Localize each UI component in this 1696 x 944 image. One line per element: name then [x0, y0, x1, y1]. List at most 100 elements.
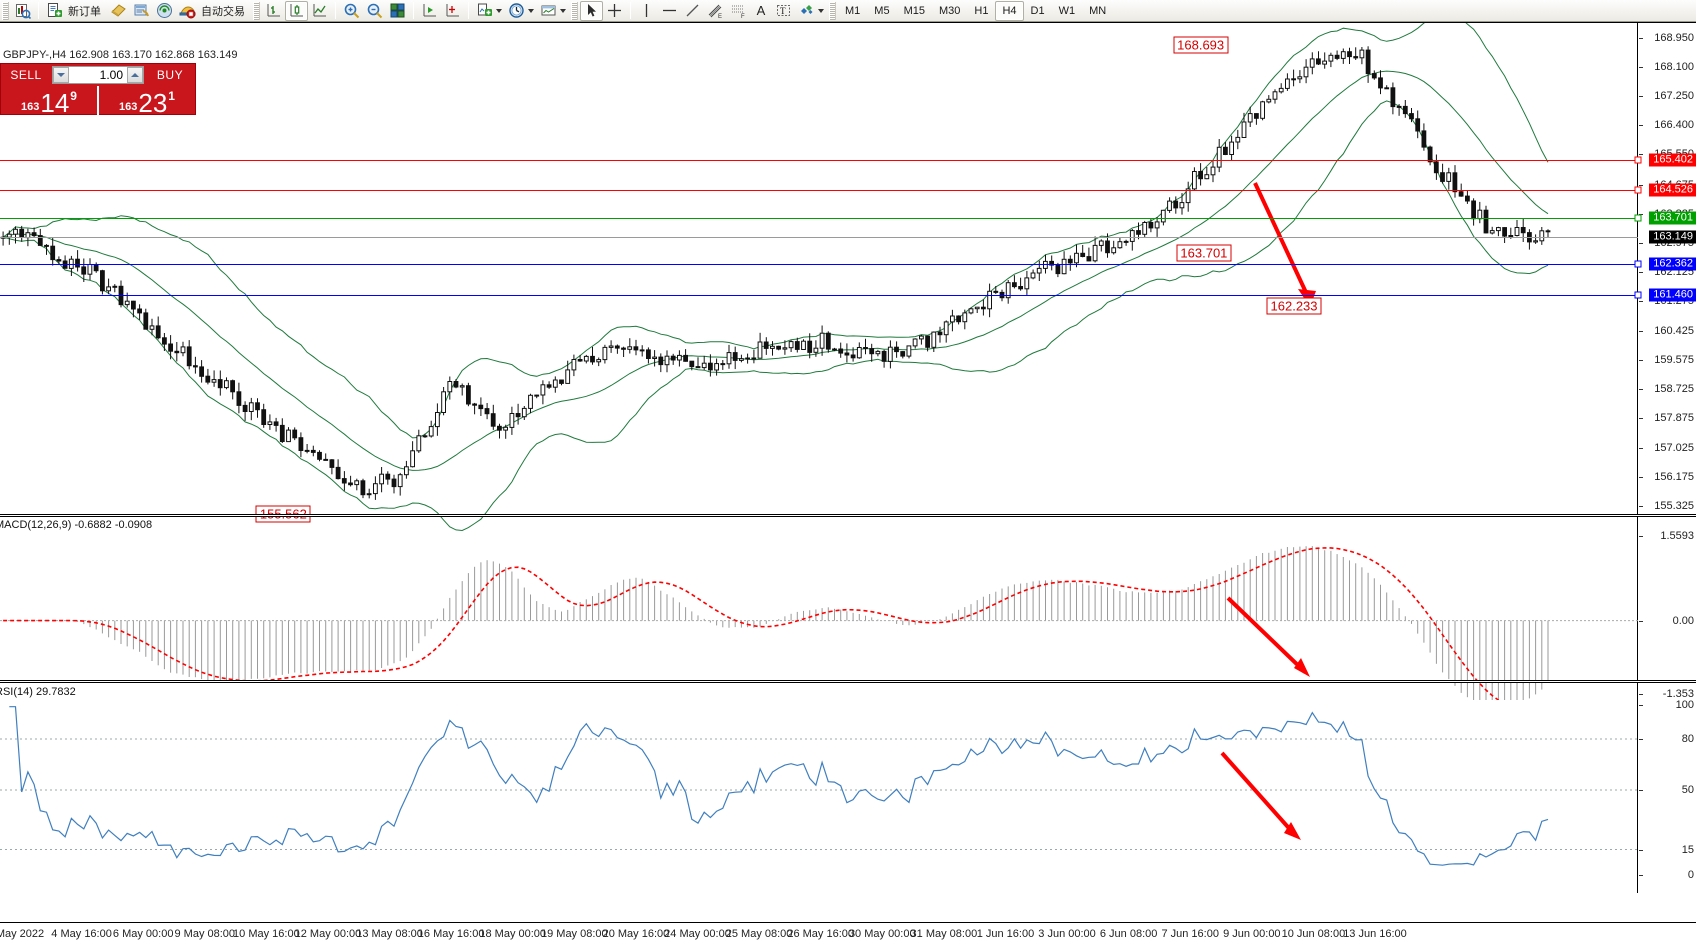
sell-button[interactable]: SELL: [10, 68, 42, 82]
timeframe-h4[interactable]: H4: [995, 0, 1024, 21]
macd-tick: 0.00: [1672, 614, 1694, 627]
time-tick: 30 May 00:00: [848, 928, 916, 940]
price-level-line-current[interactable]: [0, 237, 1638, 239]
cursor-icon[interactable]: [580, 0, 603, 21]
timeframe-m15[interactable]: M15: [903, 4, 925, 17]
price-tag-164.526[interactable]: 164.526: [1649, 183, 1696, 197]
autotrading-button[interactable]: 自动交易: [176, 1, 251, 21]
buy-price[interactable]: 163 23 1: [97, 86, 195, 116]
templates-button[interactable]: [537, 1, 569, 21]
price-level-line-resistance[interactable]: [0, 159, 1638, 161]
volume-value[interactable]: 1.00: [99, 68, 123, 82]
text-label-icon[interactable]: T: [772, 1, 795, 21]
autoscroll-icon[interactable]: [418, 1, 441, 21]
volume-decrement-button[interactable]: [53, 67, 69, 83]
trendline-icon[interactable]: [681, 1, 704, 21]
sell-price[interactable]: 163 14 9: [1, 86, 97, 116]
metaeditor-icon[interactable]: [107, 1, 130, 21]
price-tick: 155.325: [1654, 500, 1694, 512]
price-axis-line: [1637, 23, 1638, 893]
chart-annotation[interactable]: 168.693: [1173, 36, 1229, 54]
horizontal-line-icon[interactable]: [658, 1, 681, 21]
line-chart-icon[interactable]: [308, 1, 331, 21]
price-tag-163.701[interactable]: 163.701: [1649, 211, 1696, 225]
zoom-in-icon[interactable]: [340, 1, 363, 21]
chevron-down-icon[interactable]: [528, 8, 534, 13]
volume-stepper[interactable]: 1.00: [52, 66, 144, 84]
price-tag-163.149[interactable]: 163.149: [1649, 230, 1696, 244]
one-click-trading-panel[interactable]: SELL 1.00 BUY 163 14 9 163 23 1: [0, 63, 196, 116]
timeframe-m30[interactable]: M30: [938, 4, 961, 17]
chevron-down-icon[interactable]: [560, 8, 566, 13]
price-tick: 157.025: [1654, 441, 1694, 454]
main-toolbar[interactable]: 新订单 自动交易: [0, 0, 1696, 22]
shapes-button[interactable]: [795, 1, 827, 21]
toolbar-separator-3: [413, 2, 414, 19]
buy-price-main: 23: [138, 88, 168, 118]
bar-chart-icon[interactable]: [262, 1, 285, 21]
price-tag-161.460[interactable]: 161.460: [1649, 288, 1696, 302]
time-tick: 19 May 08:00: [540, 928, 608, 940]
chevron-down-icon[interactable]: [818, 8, 824, 13]
indicators-button[interactable]: [473, 1, 505, 21]
price-level-line-support[interactable]: [0, 295, 1638, 297]
volume-increment-button[interactable]: [127, 67, 143, 83]
zoom-out-icon[interactable]: [363, 1, 386, 21]
price-level-line-support[interactable]: [0, 264, 1638, 266]
sell-price-main: 14: [40, 88, 70, 118]
price-level-handle[interactable]: [1634, 156, 1642, 164]
price-axis[interactable]: [1638, 23, 1696, 944]
timeframe-w1[interactable]: W1: [1058, 4, 1076, 17]
chart-shift-icon[interactable]: [441, 1, 464, 21]
price-tag-162.362[interactable]: 162.362: [1649, 257, 1696, 271]
price-tick-mark: [1639, 243, 1643, 244]
price-tick-mark: [1639, 359, 1643, 361]
price-tick-mark: [1639, 125, 1643, 127]
price-level-line-target[interactable]: [0, 218, 1638, 220]
svg-text:E: E: [718, 14, 722, 19]
chart-annotation[interactable]: 163.701: [1176, 244, 1232, 262]
crosshair-icon[interactable]: [603, 1, 626, 21]
timeframe-m5[interactable]: M5: [874, 4, 890, 17]
chart-window[interactable]: GBPJPY-,H4 162.908 163.170 162.868 163.1…: [0, 22, 1696, 944]
new-chart-icon[interactable]: [11, 1, 34, 21]
price-level-handle[interactable]: [1634, 291, 1642, 299]
new-order-button[interactable]: 新订单: [43, 1, 107, 21]
time-axis[interactable]: May 2022 4 May 16:00 6 May 00:00 9 May 08:0…: [0, 922, 1696, 944]
timeframe-m1[interactable]: M1: [845, 4, 861, 17]
macd-tick: 1.5593: [1660, 530, 1694, 542]
chevron-down-icon[interactable]: [496, 8, 502, 13]
signal-icon[interactable]: [153, 1, 176, 21]
price-level-line-resistance[interactable]: [0, 189, 1638, 191]
timeframe-d1[interactable]: D1: [1030, 4, 1045, 17]
toolbar-grip-3[interactable]: [571, 1, 578, 20]
rsi-tick-mark: [1639, 875, 1643, 876]
text-icon[interactable]: A: [750, 1, 772, 21]
price-tag-165.402[interactable]: 165.402: [1649, 153, 1696, 167]
toolbar-grip-4[interactable]: [829, 1, 836, 20]
price-level-handle[interactable]: [1634, 214, 1642, 222]
timeframe-h1[interactable]: H1: [974, 4, 989, 17]
candlestick-chart-icon[interactable]: [285, 0, 308, 21]
timeframe-group[interactable]: M1 M5 M15 M30 H1 H4 D1 W1 MN: [838, 0, 1113, 21]
fibonacci-icon[interactable]: F: [727, 1, 750, 21]
toolbar-grip[interactable]: [2, 1, 9, 20]
time-tick: 10 May 16:00: [233, 928, 300, 940]
periods-button[interactable]: [505, 1, 537, 21]
price-level-handle[interactable]: [1634, 260, 1642, 268]
equidistant-channel-icon[interactable]: E: [704, 1, 727, 21]
rsi-tick-mark: [1639, 849, 1643, 851]
price-level-handle[interactable]: [1634, 186, 1642, 194]
chart-annotation[interactable]: 162.233: [1266, 297, 1322, 315]
rsi-tick: 100: [1675, 699, 1694, 711]
macd-panel-separator: [0, 514, 1696, 517]
toolbar-grip-2[interactable]: [253, 1, 260, 20]
vertical-line-icon[interactable]: [635, 1, 658, 21]
tile-windows-icon[interactable]: [386, 1, 409, 21]
algo-window-icon[interactable]: [130, 1, 153, 21]
buy-button[interactable]: BUY: [156, 68, 184, 82]
periods-icon: [508, 2, 525, 19]
timeframe-mn[interactable]: MN: [1089, 4, 1107, 17]
price-tick: 159.575: [1654, 353, 1694, 366]
rsi-bearish-arrow: [1220, 751, 1301, 840]
